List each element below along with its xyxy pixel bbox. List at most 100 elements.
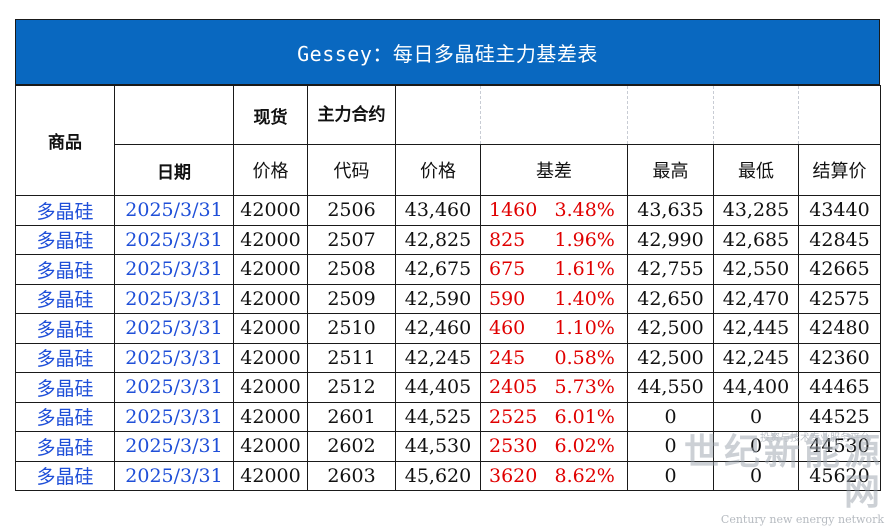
header-main-contract: 主力合约 (307, 85, 396, 145)
cell-basis-pct: 3.48% (540, 195, 628, 226)
cell-product: 多晶硅 (15, 342, 115, 373)
cell-product: 多晶硅 (15, 283, 115, 314)
cell-basis-pct: 0.58% (540, 342, 628, 373)
cell-spot: 42000 (233, 254, 308, 285)
header-code: 代码 (307, 144, 396, 196)
header-low: 最低 (713, 144, 799, 196)
cell-date: 2025/3/31 (114, 313, 234, 344)
cell-basis-pct: 6.02% (540, 431, 628, 462)
header-blank (713, 85, 799, 145)
cell-high: 0 (627, 401, 714, 432)
cell-low: 0 (713, 460, 799, 491)
cell-basis-pct: 1.40% (540, 283, 628, 314)
cell-settle: 42480 (798, 313, 881, 344)
cell-date: 2025/3/31 (114, 372, 234, 403)
header-product: 商品 (15, 85, 115, 196)
cell-basis-pct: 6.01% (540, 401, 628, 432)
cell-code: 2601 (307, 401, 396, 432)
cell-product: 多晶硅 (15, 254, 115, 285)
cell-high: 0 (627, 431, 714, 462)
cell-settle: 42665 (798, 254, 881, 285)
cell-date: 2025/3/31 (114, 460, 234, 491)
table-row: 多晶硅 2025/3/31 42000 2601 44,525 2525 6.01% 0 0 44… (15, 401, 881, 432)
cell-date: 2025/3/31 (114, 195, 234, 226)
table-row: 多晶硅 2025/3/31 42000 2510 42,460 460 1.10% 42,50… (15, 313, 881, 344)
cell-basis: 245 (480, 342, 541, 373)
cell-basis-pct: 8.62% (540, 460, 628, 491)
cell-basis: 3620 (480, 460, 541, 491)
cell-product: 多晶硅 (15, 401, 115, 432)
cell-product: 多晶硅 (15, 195, 115, 226)
cell-basis: 2405 (480, 372, 541, 403)
header-spot-price: 价格 (233, 144, 308, 196)
cell-low: 0 (713, 431, 799, 462)
table-row: 多晶硅 2025/3/31 42000 2512 44,405 2405 5.73% 44,5… (15, 372, 881, 403)
cell-date: 2025/3/31 (114, 254, 234, 285)
cell-price: 42,245 (395, 342, 481, 373)
header-spot: 现货 (233, 85, 308, 145)
table-title: Gessey：每日多晶硅主力基差表 (15, 19, 880, 85)
cell-settle: 42360 (798, 342, 881, 373)
table-row: 多晶硅 2025/3/31 42000 2509 42,590 590 1.40% 42,65… (15, 283, 881, 314)
cell-high: 42,500 (627, 313, 714, 344)
cell-date: 2025/3/31 (114, 283, 234, 314)
cell-price: 42,825 (395, 224, 481, 255)
header-blank (480, 85, 628, 145)
cell-settle: 42845 (798, 224, 881, 255)
basis-table: 商品 现货 主力合约 日期 价格 代码 价格 基差 最高 最低 结算价 多晶硅 2… (15, 85, 881, 491)
cell-price: 43,460 (395, 195, 481, 226)
cell-basis: 460 (480, 313, 541, 344)
cell-high: 42,500 (627, 342, 714, 373)
cell-price: 45,620 (395, 460, 481, 491)
cell-high: 44,550 (627, 372, 714, 403)
cell-code: 2511 (307, 342, 396, 373)
cell-price: 42,675 (395, 254, 481, 285)
cell-low: 42,685 (713, 224, 799, 255)
cell-spot: 42000 (233, 313, 308, 344)
cell-spot: 42000 (233, 342, 308, 373)
cell-product: 多晶硅 (15, 460, 115, 491)
cell-price: 42,460 (395, 313, 481, 344)
cell-code: 2508 (307, 254, 396, 285)
cell-product: 多晶硅 (15, 431, 115, 462)
cell-price: 44,405 (395, 372, 481, 403)
cell-low: 42,445 (713, 313, 799, 344)
basis-table-container: Gessey：每日多晶硅主力基差表 商品 现货 主力合约 日期 (15, 19, 881, 491)
header-price: 价格 (395, 144, 481, 196)
cell-product: 多晶硅 (15, 313, 115, 344)
cell-low: 42,245 (713, 342, 799, 373)
header-date: 日期 (114, 144, 234, 196)
cell-basis: 825 (480, 224, 541, 255)
table-row: 多晶硅 2025/3/31 42000 2602 44,530 2530 6.02% 0 0 44… (15, 431, 881, 462)
cell-low: 42,550 (713, 254, 799, 285)
cell-code: 2512 (307, 372, 396, 403)
cell-high: 42,755 (627, 254, 714, 285)
header-empty (114, 85, 234, 145)
cell-code: 2602 (307, 431, 396, 462)
cell-product: 多晶硅 (15, 372, 115, 403)
header-blank (798, 85, 881, 145)
table-row: 多晶硅 2025/3/31 42000 2603 45,620 3620 8.62% 0 0 45… (15, 460, 881, 491)
cell-low: 0 (713, 401, 799, 432)
cell-basis: 2525 (480, 401, 541, 432)
cell-spot: 42000 (233, 401, 308, 432)
cell-code: 2507 (307, 224, 396, 255)
cell-spot: 42000 (233, 431, 308, 462)
cell-basis: 2530 (480, 431, 541, 462)
cell-spot: 42000 (233, 460, 308, 491)
cell-low: 43,285 (713, 195, 799, 226)
header-blank (627, 85, 714, 145)
cell-settle: 43440 (798, 195, 881, 226)
cell-code: 2603 (307, 460, 396, 491)
cell-date: 2025/3/31 (114, 401, 234, 432)
cell-price: 44,530 (395, 431, 481, 462)
cell-basis-pct: 1.96% (540, 224, 628, 255)
table-body: 多晶硅 2025/3/31 42000 2506 43,460 1460 3.48% 43,6… (15, 195, 881, 491)
cell-settle: 45620 (798, 460, 881, 491)
cell-product: 多晶硅 (15, 224, 115, 255)
cell-settle: 44525 (798, 401, 881, 432)
cell-low: 44,400 (713, 372, 799, 403)
header-high: 最高 (627, 144, 714, 196)
cell-low: 42,470 (713, 283, 799, 314)
cell-code: 2506 (307, 195, 396, 226)
